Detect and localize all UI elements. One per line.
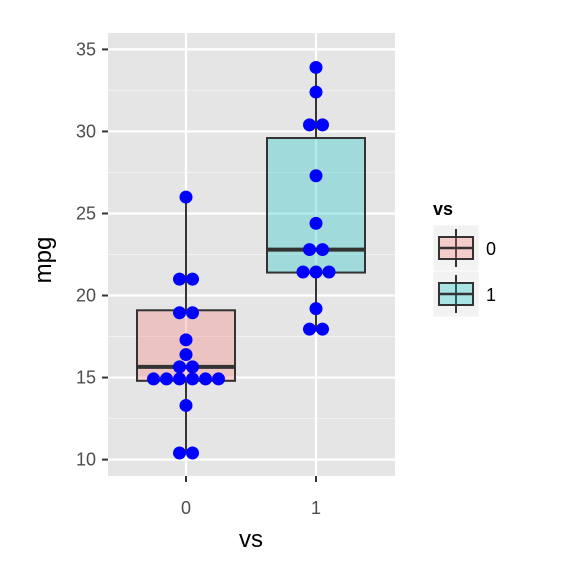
data-point [173, 360, 186, 374]
data-point [309, 265, 323, 279]
data-point [316, 243, 329, 257]
data-point [186, 360, 199, 374]
data-point [296, 265, 310, 279]
data-point [322, 265, 336, 279]
data-point [199, 372, 212, 386]
data-point [160, 372, 173, 386]
x-axis-title: vs [239, 526, 263, 553]
y-tick-label: 10 [76, 450, 96, 470]
data-point [173, 306, 186, 320]
data-point [303, 243, 316, 257]
legend-item-1: 1 [432, 270, 496, 318]
data-point [179, 348, 193, 362]
y-tick-label: 25 [76, 203, 96, 223]
legend-title: vs [433, 199, 453, 219]
data-point [212, 372, 225, 386]
data-point [186, 306, 199, 320]
data-point [186, 272, 199, 286]
y-tick-label: 20 [76, 286, 96, 306]
y-axis: 10 15 20 25 30 35 [76, 39, 108, 470]
x-tick-label: 0 [181, 498, 191, 518]
minor-gridlines [108, 89, 395, 420]
box-iqr [266, 137, 366, 274]
data-point [316, 322, 329, 336]
data-point [147, 372, 160, 386]
data-point [309, 216, 323, 230]
data-point [173, 272, 186, 286]
data-point [309, 302, 323, 316]
data-point [173, 372, 186, 386]
data-point [173, 446, 186, 460]
legend-label: 0 [486, 239, 496, 259]
legend: vs 0 1 [432, 199, 496, 318]
data-point [303, 322, 316, 336]
y-tick-label: 35 [76, 39, 96, 59]
data-point [179, 190, 193, 204]
legend-item-0: 0 [432, 224, 496, 272]
data-point [303, 118, 316, 132]
y-tick-label: 15 [76, 368, 96, 388]
data-point [309, 169, 323, 183]
boxplot-1 [266, 67, 366, 332]
data-points [147, 60, 336, 460]
data-point [179, 398, 193, 412]
y-tick-label: 30 [76, 121, 96, 141]
legend-label: 1 [486, 285, 496, 305]
x-tick-label: 1 [311, 498, 321, 518]
data-point [179, 333, 193, 347]
data-point [186, 446, 199, 460]
data-point [316, 118, 329, 132]
y-axis-title: mpg [30, 237, 57, 284]
data-point [186, 372, 199, 386]
data-point [309, 85, 323, 99]
data-point [309, 60, 323, 74]
